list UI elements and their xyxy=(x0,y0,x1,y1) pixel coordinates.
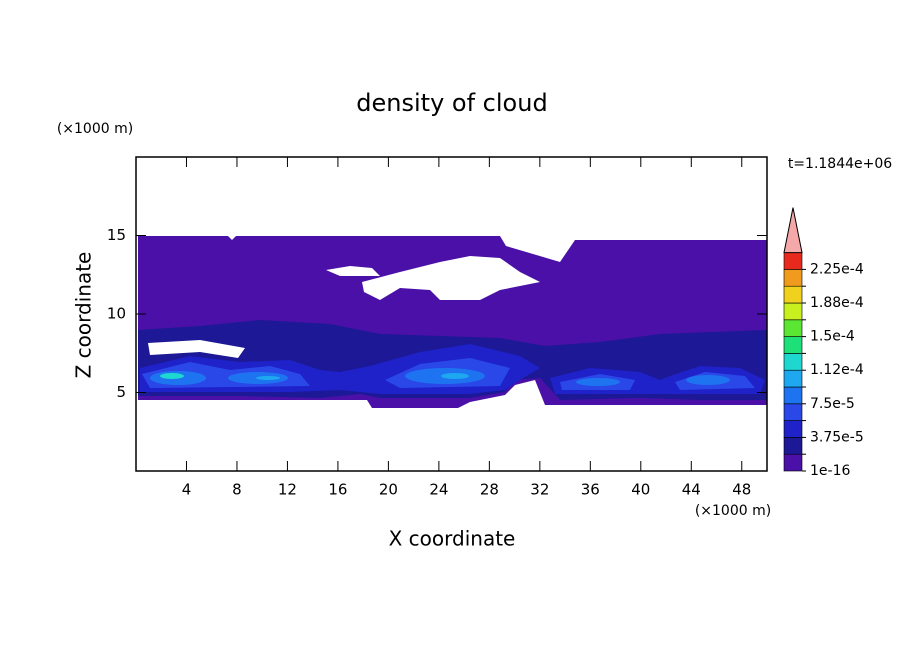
colorbar-extension xyxy=(783,207,803,254)
x-tick-label: 40 xyxy=(631,481,650,499)
x-tick-label: 20 xyxy=(379,481,398,499)
colorbar-label: 7.5e-5 xyxy=(810,396,855,412)
colorbar-band xyxy=(783,269,803,287)
contour-region xyxy=(160,373,184,379)
x-axis-label: X coordinate xyxy=(389,527,516,551)
x-unit: (×1000 m) xyxy=(695,503,771,519)
contour-region xyxy=(256,376,280,380)
colorbar-label: 1e-16 xyxy=(810,463,850,479)
y-axis-label: Z coordinate xyxy=(72,252,96,379)
empty-region xyxy=(362,256,540,300)
y-tick-label: 10 xyxy=(107,305,126,323)
x-tick-label: 8 xyxy=(232,481,242,499)
x-tick-label: 48 xyxy=(732,481,751,499)
empty-region xyxy=(326,266,380,276)
y-unit: (×1000 m) xyxy=(57,121,133,137)
colorbar-band xyxy=(783,386,803,405)
time-annotation: t=1.1844e+06 xyxy=(788,156,892,172)
colorbar-band xyxy=(783,453,803,472)
contour-region xyxy=(441,373,469,379)
colorbar-label: 1.5e-4 xyxy=(810,329,855,345)
colorbar-band xyxy=(783,319,803,337)
colorbar-band xyxy=(783,285,803,304)
colorbar-band xyxy=(783,437,803,455)
colorbar-band xyxy=(783,403,803,421)
x-tick-label: 24 xyxy=(429,481,448,499)
empty-region xyxy=(136,157,767,236)
empty-region xyxy=(136,408,767,471)
x-tick-label: 32 xyxy=(530,481,549,499)
x-tick-label: 36 xyxy=(581,481,600,499)
colorbar-label: 2.25e-4 xyxy=(810,261,864,277)
x-tick-label: 4 xyxy=(182,481,192,499)
x-tick-label: 44 xyxy=(682,481,701,499)
colorbar-label: 3.75e-5 xyxy=(810,429,864,445)
empty-regions xyxy=(136,157,767,471)
colorbar-label: 1.88e-4 xyxy=(810,295,864,311)
colorbar-band xyxy=(783,353,803,371)
colorbar-label: 1.12e-4 xyxy=(810,362,864,378)
colorbar-band xyxy=(783,420,803,438)
y-tick-label: 5 xyxy=(116,383,126,401)
chart-title: density of cloud xyxy=(356,89,547,117)
contour-region xyxy=(686,375,730,385)
x-tick-label: 28 xyxy=(480,481,499,499)
empty-region xyxy=(148,340,245,358)
contour-region xyxy=(576,378,620,386)
colorbar-band xyxy=(783,369,803,388)
colorbar-band xyxy=(783,336,803,354)
y-tick-label: 15 xyxy=(107,226,126,244)
colorbar-band xyxy=(783,302,803,321)
x-tick-label: 12 xyxy=(278,481,297,499)
contour-field xyxy=(138,236,767,408)
colorbar-band xyxy=(783,252,803,270)
x-tick-label: 16 xyxy=(328,481,347,499)
